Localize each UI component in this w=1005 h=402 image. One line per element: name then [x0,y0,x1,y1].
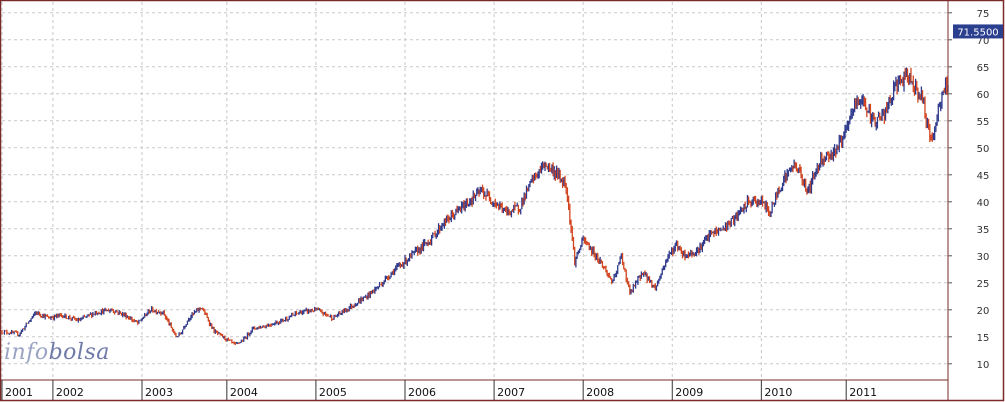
y-axis: 10 15 20 25 30 35 40 45 50 55 60 65 70 75 [948,9,989,371]
x-tick-label: 2006 [408,386,436,399]
y-tick-label: 30 [977,252,990,263]
y-tick-label: 20 [977,306,990,317]
x-tick-label: 2001 [5,386,33,399]
y-tick-label: 55 [977,117,990,128]
y-tick-label: 65 [977,63,990,74]
x-tick-label: 2003 [145,386,173,399]
price-series [1,67,949,345]
x-axis: 2001 2002 2003 2004 2005 2006 2007 2008 2009 2010… [1,380,877,400]
x-tick-label: 2004 [230,386,258,399]
y-tick-label: 40 [977,198,990,209]
x-tick-label: 2010 [764,386,792,399]
y-tick-label: 25 [977,279,990,290]
price-tag-label: 71.5500 [957,27,998,38]
x-tick-label: 2009 [675,386,703,399]
x-tick-label: 2011 [849,386,877,399]
y-tick-label: 35 [977,225,990,236]
y-tick-label: 15 [977,333,990,344]
x-tick-label: 2005 [319,386,347,399]
y-tick-label: 75 [977,9,990,20]
y-tick-label: 10 [977,360,990,371]
y-tick-label: 45 [977,171,990,182]
x-tick-label: 2002 [56,386,84,399]
last-price-tag: 71.5500 [953,24,1003,39]
y-tick-label: 70 [977,36,990,47]
x-tick-label: 2008 [586,386,614,399]
x-tick-label: 2007 [497,386,525,399]
y-tick-label: 60 [977,90,990,101]
price-tag-bg [953,24,1003,39]
y-tick-label: 50 [977,144,990,155]
